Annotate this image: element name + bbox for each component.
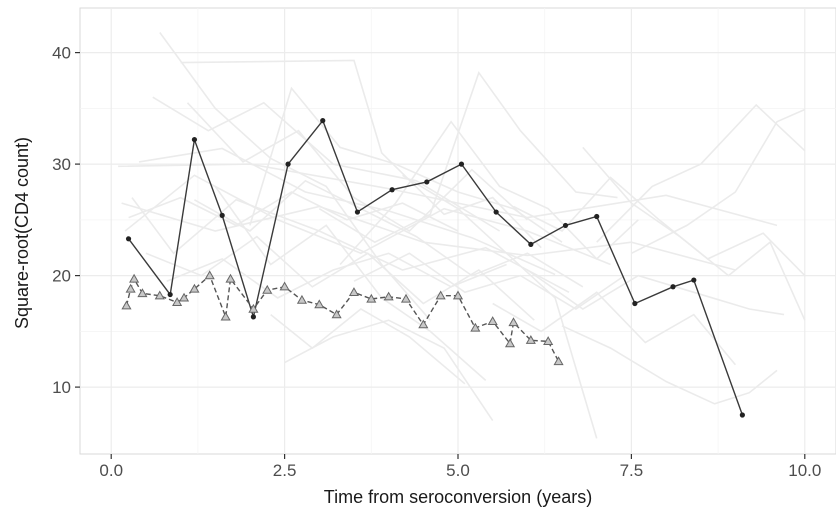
series-point bbox=[389, 187, 395, 193]
highlighted-series bbox=[121, 118, 745, 418]
series-point bbox=[279, 281, 290, 291]
series-point bbox=[418, 319, 429, 329]
background-trace bbox=[166, 252, 507, 299]
background-trace bbox=[561, 325, 778, 405]
series-point bbox=[508, 317, 519, 327]
series-point bbox=[225, 273, 236, 283]
series-point bbox=[314, 299, 325, 309]
background-trace bbox=[339, 120, 639, 266]
series-point bbox=[383, 291, 394, 301]
series-point bbox=[594, 213, 600, 220]
x-tick-label: 0.0 bbox=[99, 461, 123, 480]
series-point bbox=[320, 118, 326, 124]
series-point bbox=[528, 241, 534, 247]
background-trace bbox=[124, 174, 611, 266]
series-point bbox=[125, 283, 136, 293]
series-point bbox=[366, 293, 377, 303]
y-tick-label: 40 bbox=[52, 44, 71, 63]
series-point bbox=[691, 277, 697, 283]
background-trace bbox=[145, 235, 535, 321]
background-trace bbox=[180, 59, 542, 249]
series-point bbox=[178, 292, 190, 302]
series-point bbox=[191, 136, 198, 143]
series-point bbox=[250, 314, 256, 320]
background-trace bbox=[513, 176, 806, 277]
background-trace bbox=[284, 319, 494, 422]
background-trace bbox=[318, 70, 618, 244]
series-point bbox=[553, 356, 564, 366]
series-point bbox=[739, 412, 745, 418]
background-trace bbox=[128, 191, 459, 232]
series-point bbox=[219, 212, 225, 218]
series-point bbox=[504, 338, 516, 348]
x-tick-label: 10.0 bbox=[788, 461, 821, 480]
series-point bbox=[562, 222, 569, 229]
y-tick-label: 20 bbox=[52, 267, 71, 286]
series-point bbox=[137, 288, 148, 298]
series-point bbox=[331, 309, 342, 319]
series-point bbox=[348, 287, 360, 296]
series-point bbox=[452, 290, 464, 300]
y-tick-label: 10 bbox=[52, 378, 71, 397]
series-point bbox=[172, 297, 183, 307]
background-trace bbox=[152, 96, 501, 232]
background-trace bbox=[186, 102, 528, 233]
x-tick-label: 2.5 bbox=[273, 461, 297, 480]
background-traces bbox=[118, 32, 806, 439]
series-point bbox=[154, 290, 165, 300]
x-tick-label: 7.5 bbox=[620, 461, 644, 480]
series-point bbox=[285, 161, 291, 167]
series-point bbox=[493, 209, 499, 215]
series-point bbox=[248, 303, 259, 313]
series-point bbox=[525, 335, 536, 344]
y-tick-label: 30 bbox=[52, 155, 71, 174]
series-point bbox=[670, 284, 676, 290]
series-point bbox=[487, 316, 498, 325]
x-axis-title: Time from seroconversion (years) bbox=[324, 487, 592, 507]
series-point bbox=[129, 273, 140, 283]
background-trace bbox=[492, 291, 737, 366]
x-axis: 0.0 2.5 5.0 7.5 10.0 bbox=[99, 454, 821, 480]
background-trace bbox=[194, 179, 584, 288]
background-trace bbox=[270, 308, 466, 385]
series-point bbox=[125, 236, 132, 242]
series-point bbox=[167, 291, 173, 298]
series-point bbox=[400, 293, 412, 303]
background-trace bbox=[353, 252, 625, 310]
series-point bbox=[296, 294, 308, 304]
y-axis: 10 20 30 40 bbox=[52, 44, 80, 397]
series-point bbox=[458, 161, 465, 167]
series-point bbox=[435, 290, 446, 300]
series-point bbox=[470, 322, 481, 332]
background-trace bbox=[249, 86, 563, 243]
series-point bbox=[543, 336, 554, 346]
x-tick-label: 5.0 bbox=[446, 461, 470, 480]
background-trace bbox=[214, 185, 487, 381]
series-point bbox=[189, 283, 200, 293]
series-point bbox=[354, 209, 361, 215]
background-trace bbox=[118, 163, 778, 227]
series-point bbox=[424, 179, 430, 185]
series-point bbox=[262, 284, 273, 294]
series-point bbox=[632, 300, 638, 307]
background-trace bbox=[631, 108, 806, 255]
background-trace bbox=[402, 174, 598, 439]
y-axis-title: Square-root(CD4 count) bbox=[12, 137, 32, 329]
series-point bbox=[220, 311, 231, 321]
series-point bbox=[121, 300, 132, 310]
series-point bbox=[204, 270, 215, 280]
background-trace bbox=[582, 146, 806, 321]
background-trace bbox=[526, 269, 785, 316]
